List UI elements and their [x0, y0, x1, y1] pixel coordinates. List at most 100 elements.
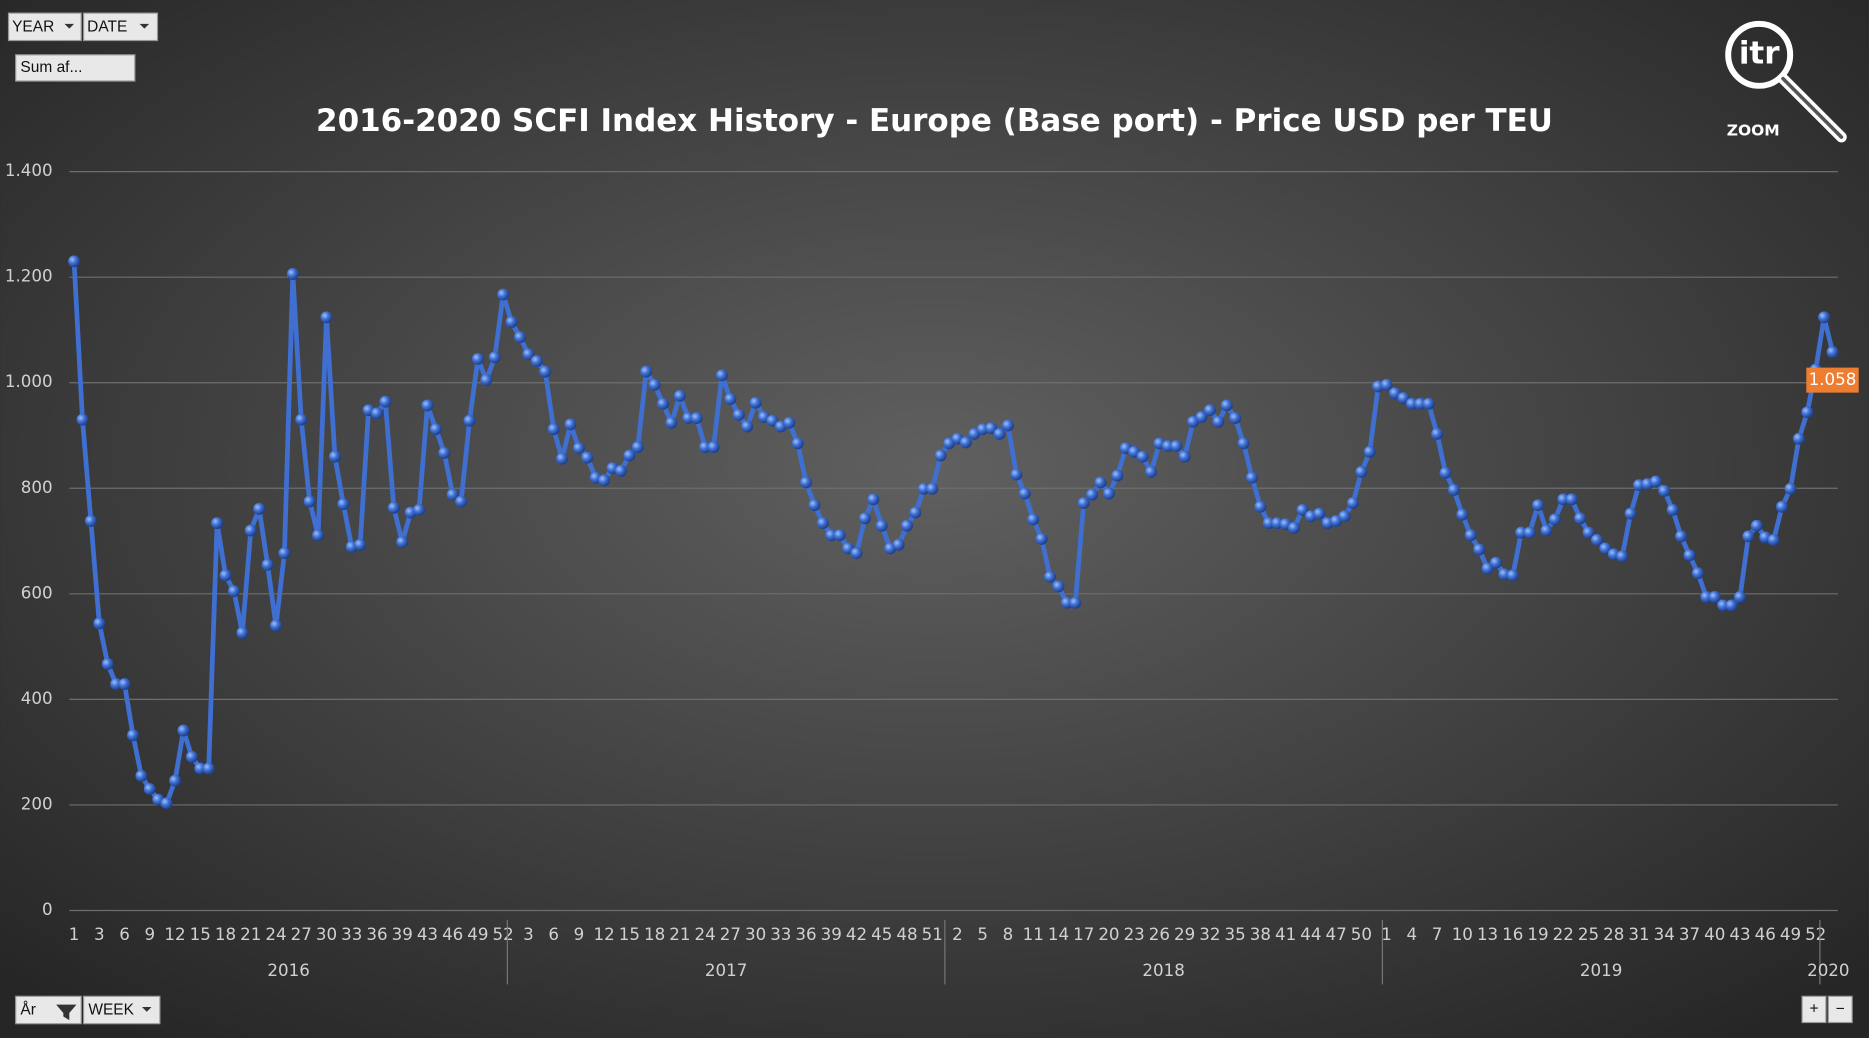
data-point: [825, 529, 838, 542]
data-point: [1422, 397, 1435, 410]
data-point: [1170, 440, 1183, 453]
data-point: [1380, 378, 1393, 391]
data-point: [657, 397, 669, 410]
data-point: [1060, 596, 1073, 609]
y-tick-label: 1.200: [5, 267, 53, 286]
data-point: [1490, 556, 1502, 569]
data-point: [160, 797, 173, 810]
data-point: [1262, 517, 1275, 530]
data-point: [1540, 524, 1553, 537]
x-tick-label: 36: [795, 925, 816, 944]
data-point: [497, 288, 510, 301]
x-tick-label: 2: [952, 925, 963, 944]
data-point: [1675, 530, 1688, 543]
x-tick-label: 30: [316, 925, 337, 944]
data-point: [926, 482, 939, 495]
x-tick-label: 15: [190, 925, 211, 944]
data-point: [1288, 521, 1301, 534]
data-point: [514, 331, 526, 344]
data-point: [1776, 500, 1788, 513]
data-point: [1616, 550, 1629, 563]
data-point: [1532, 499, 1545, 512]
collapse-button[interactable]: −: [1827, 995, 1853, 1024]
data-point: [1397, 392, 1410, 404]
data-point: [127, 729, 139, 742]
x-tick-label: 28: [1603, 925, 1624, 944]
x-tick-label: 16: [1502, 925, 1523, 944]
collapse-label: −: [1836, 1000, 1845, 1017]
x-tick-label: 17: [1073, 925, 1094, 944]
data-point: [547, 423, 560, 436]
data-point: [1447, 483, 1460, 496]
data-point: [682, 412, 695, 425]
data-point: [858, 512, 871, 525]
data-point: [631, 441, 644, 454]
data-point: [1035, 532, 1048, 545]
value-field-button[interactable]: Sum af...: [15, 54, 136, 82]
data-point: [1229, 412, 1242, 425]
week-axis-button[interactable]: WEEK: [83, 995, 161, 1025]
data-point: [1296, 503, 1309, 516]
x-tick-label: 38: [1250, 925, 1271, 944]
data-point: [741, 420, 754, 433]
data-point: [169, 774, 181, 787]
data-point: [1666, 503, 1679, 516]
data-point: [564, 418, 577, 431]
data-point: [421, 399, 434, 412]
logo-text: itr: [1739, 35, 1780, 71]
data-point: [303, 495, 316, 508]
x-tick-label: 3: [94, 925, 105, 944]
data-point: [724, 393, 737, 406]
data-point: [1220, 399, 1233, 412]
x-tick-label: 13: [1477, 925, 1498, 944]
data-point: [1044, 570, 1057, 583]
data-point: [1027, 513, 1040, 526]
x-tick-label: 41: [1275, 925, 1296, 944]
x-tick-label: 49: [467, 925, 488, 944]
year-label: 2016: [267, 961, 309, 980]
data-point: [917, 482, 930, 495]
data-point: [413, 503, 425, 516]
data-point: [1515, 526, 1528, 539]
data-point: [1826, 346, 1839, 359]
data-point: [1784, 482, 1797, 495]
data-point: [101, 658, 114, 670]
x-tick-label: 12: [594, 925, 615, 944]
data-point: [1734, 591, 1746, 603]
data-point: [934, 449, 947, 462]
data-point: [1363, 445, 1376, 458]
x-tick-label: 30: [745, 925, 766, 944]
data-point: [1582, 526, 1595, 539]
data-point: [312, 529, 325, 542]
data-point: [614, 464, 627, 477]
x-tick-label: 34: [1654, 925, 1675, 944]
x-tick-label: 21: [669, 925, 690, 944]
data-point: [833, 529, 846, 542]
data-point: [1195, 411, 1208, 423]
x-tick-label: 52: [1805, 925, 1826, 944]
data-point: [1355, 465, 1368, 478]
data-point: [808, 499, 821, 512]
data-point: [227, 585, 240, 598]
data-point: [463, 414, 476, 427]
data-point: [1456, 508, 1469, 521]
zoom-logo[interactable]: itr ZOOM: [1725, 20, 1847, 143]
x-tick-label: 14: [1048, 925, 1069, 944]
data-point: [202, 762, 215, 775]
x-tick-label: 1: [69, 925, 80, 944]
year-axis-button[interactable]: År: [15, 995, 82, 1025]
x-tick-label: 37: [1679, 925, 1700, 944]
data-point: [185, 750, 198, 763]
data-point: [1750, 519, 1763, 532]
x-tick-label: 49: [1780, 925, 1801, 944]
expand-button[interactable]: +: [1801, 995, 1827, 1024]
chart-title: 2016-2020 SCFI Index History - Europe (B…: [316, 103, 1553, 139]
x-tick-label: 50: [1351, 925, 1372, 944]
data-point: [530, 355, 543, 368]
date-button[interactable]: DATE: [83, 12, 159, 42]
data-point: [901, 519, 913, 532]
x-tick-label: 51: [922, 925, 943, 944]
data-point: [1145, 465, 1157, 478]
year-button[interactable]: YEAR: [7, 12, 82, 42]
